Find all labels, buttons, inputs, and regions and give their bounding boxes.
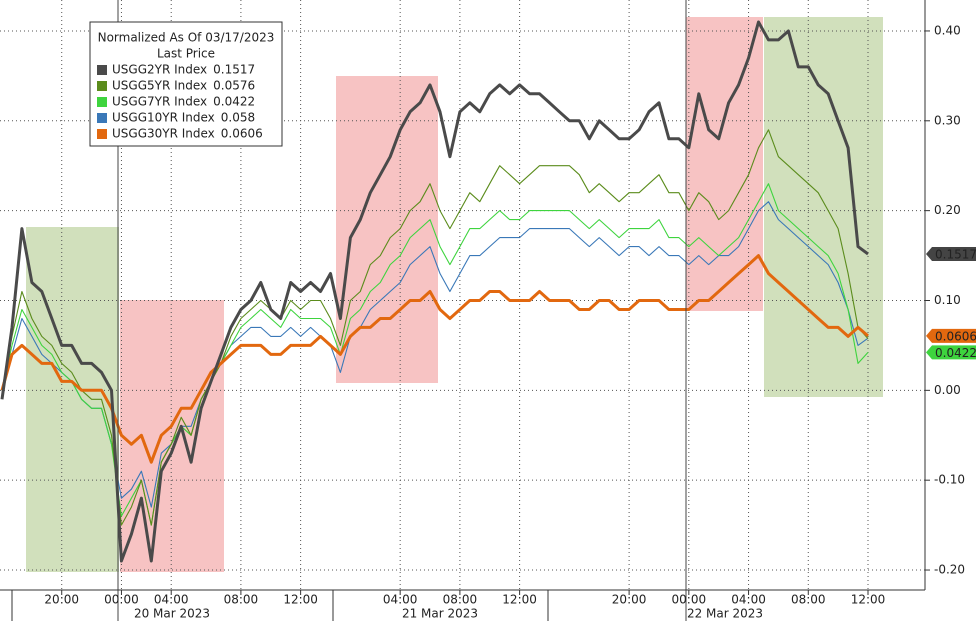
- series-line: [1, 201, 869, 508]
- legend-label: USGG7YR Index: [112, 95, 207, 109]
- x-tick-label: 20:00: [44, 593, 79, 607]
- legend-label: USGG30YR Index: [112, 127, 215, 141]
- legend: Normalized As Of 03/17/2023 Last Price U…: [89, 21, 283, 147]
- green-region: [26, 227, 119, 572]
- date-label: 21 Mar 2023: [402, 607, 478, 621]
- x-tick-label: 12:00: [502, 593, 537, 607]
- legend-value: 0.058: [221, 111, 255, 125]
- legend-label: USGG5YR Index: [112, 79, 207, 93]
- legend-title: Normalized As Of 03/17/2023: [98, 31, 275, 45]
- date-label: 22 Mar 2023: [687, 607, 763, 621]
- legend-swatch: [97, 81, 107, 91]
- red-region: [120, 300, 224, 572]
- legend-swatch: [97, 97, 107, 107]
- x-tick-label: 12:00: [851, 593, 886, 607]
- legend-value: 0.1517: [213, 63, 255, 77]
- legend-swatch: [97, 65, 107, 75]
- value-tag: [926, 345, 976, 360]
- x-tick-label: 04:00: [154, 593, 189, 607]
- y-tick-label: -0.20: [934, 563, 965, 577]
- lines: [0, 20, 869, 563]
- legend-box: [89, 21, 283, 147]
- date-label: 20 Mar 2023: [134, 607, 210, 621]
- x-tick-label: 04:00: [731, 593, 766, 607]
- value-tag-label: 0.1517: [935, 248, 976, 262]
- x-tick-label: 08:00: [443, 593, 478, 607]
- y-tick-label: 0.30: [934, 113, 961, 127]
- last-value-tags: 0.1517 0.0606 0.0422: [926, 247, 976, 360]
- series-line: [1, 129, 869, 526]
- red-region: [686, 17, 763, 311]
- red-region: [336, 76, 438, 383]
- y-tick-label: 0.40: [934, 23, 961, 37]
- x-tick-label: 20:00: [612, 593, 647, 607]
- legend-subtitle: Last Price: [157, 47, 215, 61]
- y-tick-label: 0.00: [934, 383, 961, 397]
- x-tick-label: 00:00: [104, 593, 139, 607]
- x-tick-label: 08:00: [791, 593, 826, 607]
- legend-swatch: [97, 113, 107, 123]
- legend-label: USGG2YR Index: [112, 63, 207, 77]
- y-tick-label: 0.20: [934, 203, 961, 217]
- legend-value: 0.0606: [221, 127, 263, 141]
- x-tick-label: 12:00: [283, 593, 318, 607]
- x-tick-label: 04:00: [383, 593, 418, 607]
- legend-value: 0.0422: [213, 95, 255, 109]
- shaded-regions: [26, 17, 883, 572]
- value-tag-label: 0.0606: [935, 329, 976, 343]
- value-tag: [926, 247, 976, 262]
- x-tick-label: 00:00: [672, 593, 707, 607]
- legend-value: 0.0576: [213, 79, 255, 93]
- y-tick-label: 0.10: [934, 293, 961, 307]
- legend-label: USGG10YR Index: [112, 111, 215, 125]
- series-line: [0, 20, 869, 563]
- value-tag: [926, 328, 976, 343]
- y-tick-label: -0.10: [934, 473, 965, 487]
- x-tick-label: 08:00: [224, 593, 259, 607]
- series-line: [0, 254, 869, 464]
- legend-swatch: [97, 129, 107, 139]
- value-tag-label: 0.0422: [935, 346, 976, 360]
